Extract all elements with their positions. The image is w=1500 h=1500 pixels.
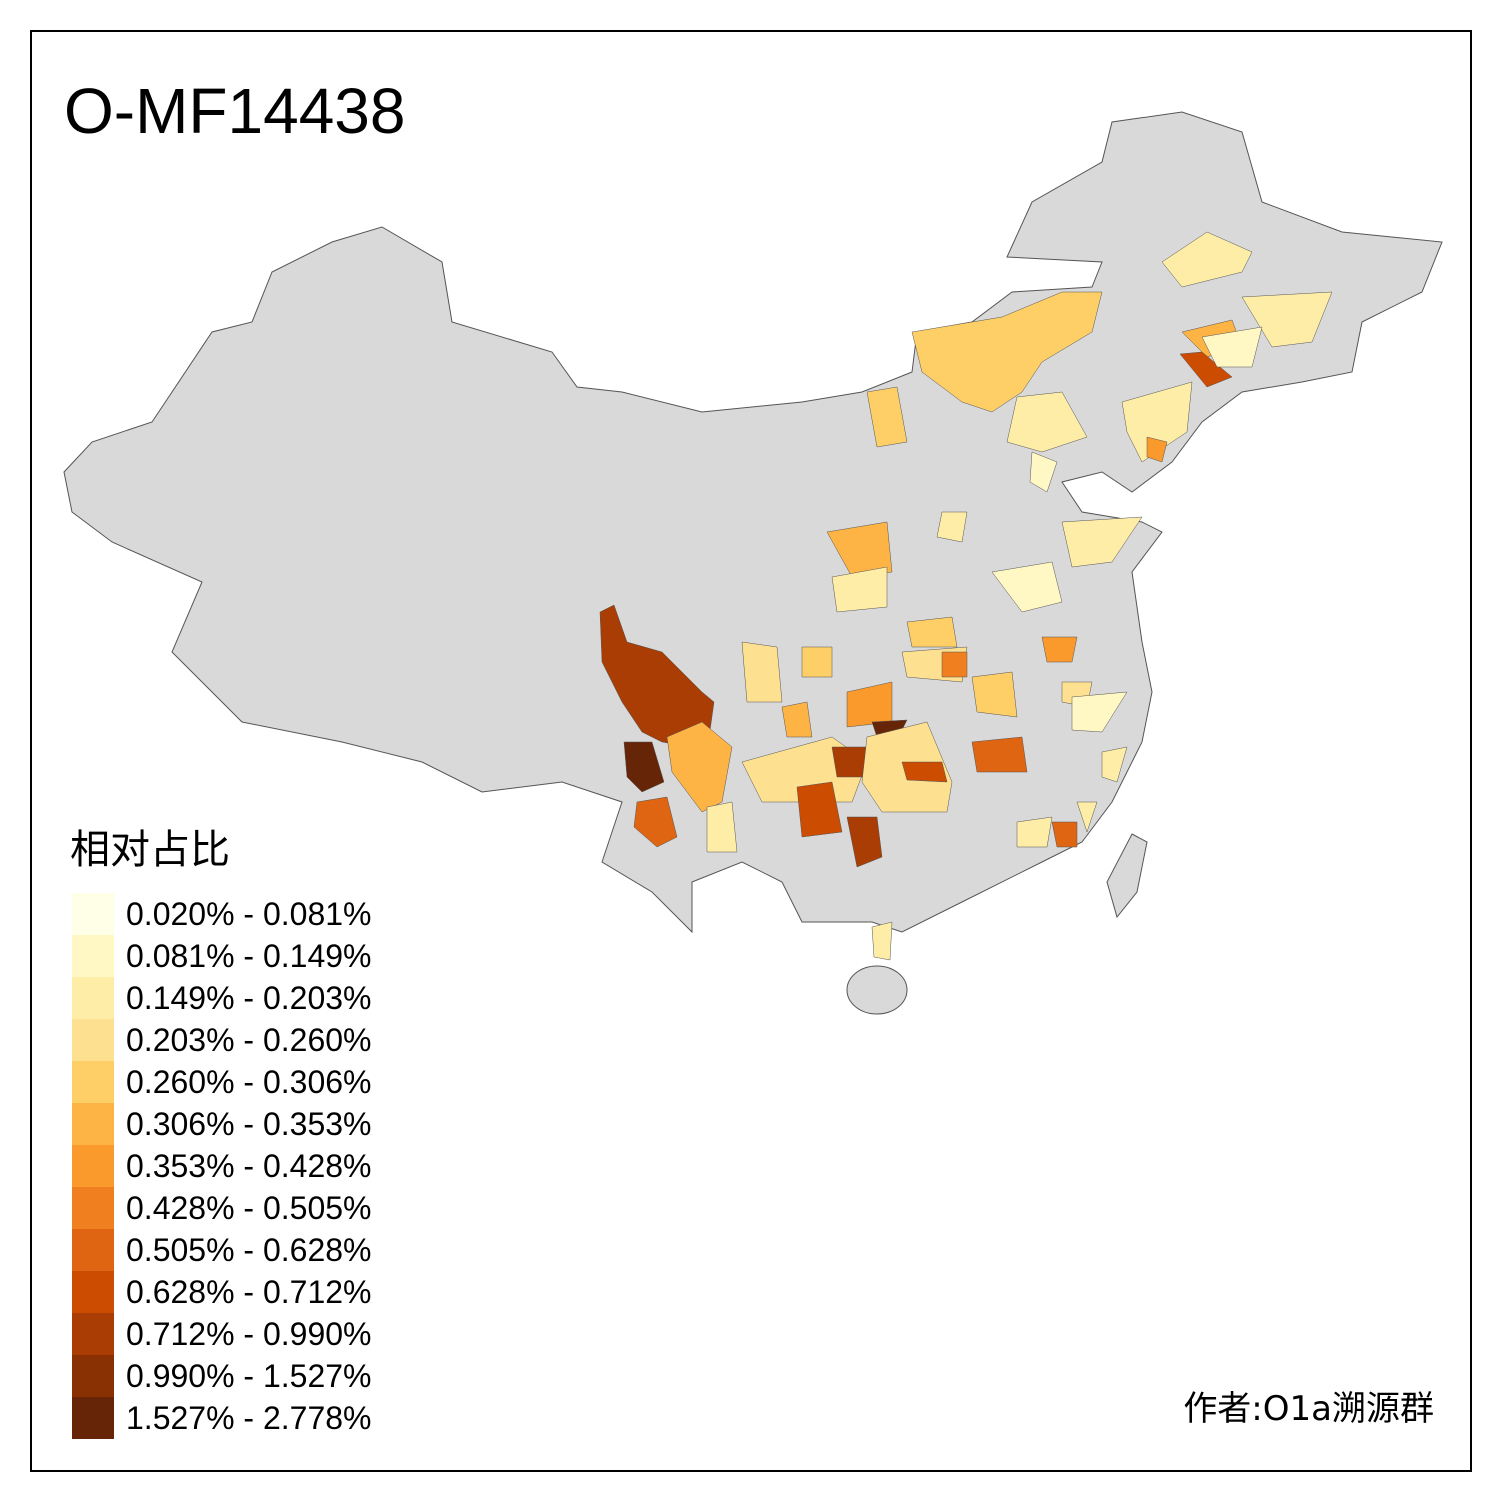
legend-label: 0.260% - 0.306% [126,1063,372,1100]
region-level-3 [1241,291,1333,348]
region-level-4 [741,641,783,703]
region-level-2 [1201,326,1263,368]
legend-swatch [72,1313,114,1355]
region-level-11 [846,816,883,868]
legend-swatch [72,1061,114,1103]
region-level-9 [971,736,1028,773]
region-level-10 [796,781,843,838]
legend-label: 0.020% - 0.081% [126,895,372,932]
legend-swatch [72,1229,114,1271]
legend-swatch [72,893,114,935]
region-level-9 [633,796,678,848]
legend-swatch [72,1187,114,1229]
region-level-11 [831,746,868,778]
region-level-2 [991,561,1063,613]
legend-swatch [72,1397,114,1439]
region-level-2 [1029,451,1058,493]
legend-item: 0.628% - 0.712% [72,1271,372,1313]
legend-label: 0.990% - 1.527% [126,1357,372,1394]
legend-item: 0.020% - 0.081% [72,893,372,935]
region-level-5 [906,616,958,648]
legend-swatch [72,1271,114,1313]
region-level-3 [1076,801,1098,833]
hainan [846,965,908,1015]
legend-label: 1.527% - 2.778% [126,1399,372,1436]
region-level-3 [1006,391,1088,453]
china-mainland [63,111,1443,934]
legend-label: 0.306% - 0.353% [126,1105,372,1142]
region-level-3 [706,801,738,853]
region-level-5 [801,646,833,678]
legend-item: 0.505% - 0.628% [72,1229,372,1271]
legend-title: 相对占比 [70,827,230,873]
region-level-3 [936,511,968,543]
legend-label: 0.353% - 0.428% [126,1147,372,1184]
legend-label: 0.149% - 0.203% [126,979,372,1016]
region-level-5 [866,386,908,448]
legend-item: 0.081% - 0.149% [72,935,372,977]
region-level-9 [1051,821,1078,848]
region-level-10 [1179,351,1233,388]
legend-label: 0.712% - 0.990% [126,1315,372,1352]
region-level-6 [781,701,813,738]
colored-regions [599,231,1333,961]
legend-swatch [72,935,114,977]
region-level-3 [1061,516,1143,568]
region-level-2 [1071,691,1128,733]
legend-item: 0.353% - 0.428% [72,1145,372,1187]
legend-item: 0.149% - 0.203% [72,977,372,1019]
region-level-7 [1146,436,1168,463]
region-level-6 [826,521,893,578]
region-level-8 [941,651,968,678]
legend-swatch [72,1355,114,1397]
legend: 相对占比 0.020% - 0.081% 0.081% - 0.149% 0.149… [70,817,372,1439]
region-level-3 [1101,746,1128,783]
legend-item: 0.306% - 0.353% [72,1103,372,1145]
legend-label: 0.628% - 0.712% [126,1273,372,1310]
legend-item: 0.203% - 0.260% [72,1019,372,1061]
region-level-3 [831,566,888,613]
legend-label: 0.428% - 0.505% [126,1189,372,1226]
map-frame: O-MF14438 相对占比 0.020% - 0.081% 0.081% - 0… [30,30,1472,1472]
region-level-5 [971,671,1018,718]
legend-swatch [72,1145,114,1187]
china-choropleth-map [63,111,1443,1015]
legend-swatch [72,1019,114,1061]
legend-label: 0.505% - 0.628% [126,1231,372,1268]
legend-label: 0.203% - 0.260% [126,1021,372,1058]
region-level-3 [871,921,893,961]
legend-item: 0.260% - 0.306% [72,1061,372,1103]
taiwan [1106,833,1148,919]
region-level-6 [666,721,733,813]
region-level-3 [1016,816,1053,848]
region-level-5 [911,291,1103,413]
author-credit: 作者:O1a溯源群 [1183,1389,1434,1429]
legend-item: 1.527% - 2.778% [72,1397,372,1439]
region-level-7 [1041,636,1078,663]
chart-title: O-MF14438 [64,75,406,147]
region-level-10 [901,761,948,783]
region-level-13 [623,741,665,793]
legend-item: 0.712% - 0.990% [72,1313,372,1355]
legend-item: 0.428% - 0.505% [72,1187,372,1229]
legend-swatch [72,977,114,1019]
legend-swatch [72,1103,114,1145]
legend-label: 0.081% - 0.149% [126,937,372,974]
legend-item: 0.990% - 1.527% [72,1355,372,1397]
region-level-3 [1161,231,1253,288]
